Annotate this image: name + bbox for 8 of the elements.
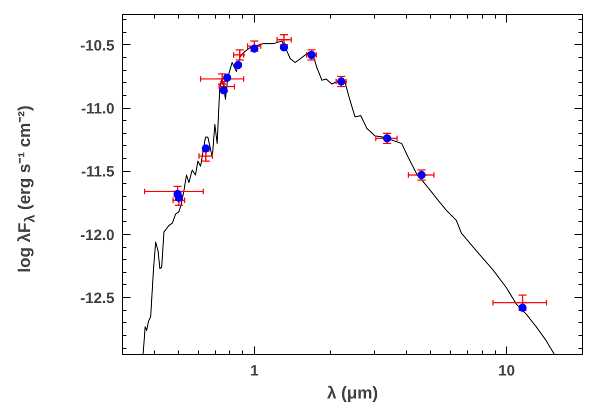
x-axis-title: λ (μm) bbox=[326, 384, 378, 402]
x-tick-label: 10 bbox=[498, 362, 515, 380]
y-tick-label: -11.5 bbox=[81, 164, 115, 181]
y-tick-label: -10.5 bbox=[80, 37, 115, 54]
y-tick-label: -12.5 bbox=[80, 290, 115, 308]
y-tick-label: -12.0 bbox=[80, 226, 115, 244]
x-tick-label: 1 bbox=[250, 362, 259, 380]
y-tick-label: -11.0 bbox=[81, 100, 115, 118]
